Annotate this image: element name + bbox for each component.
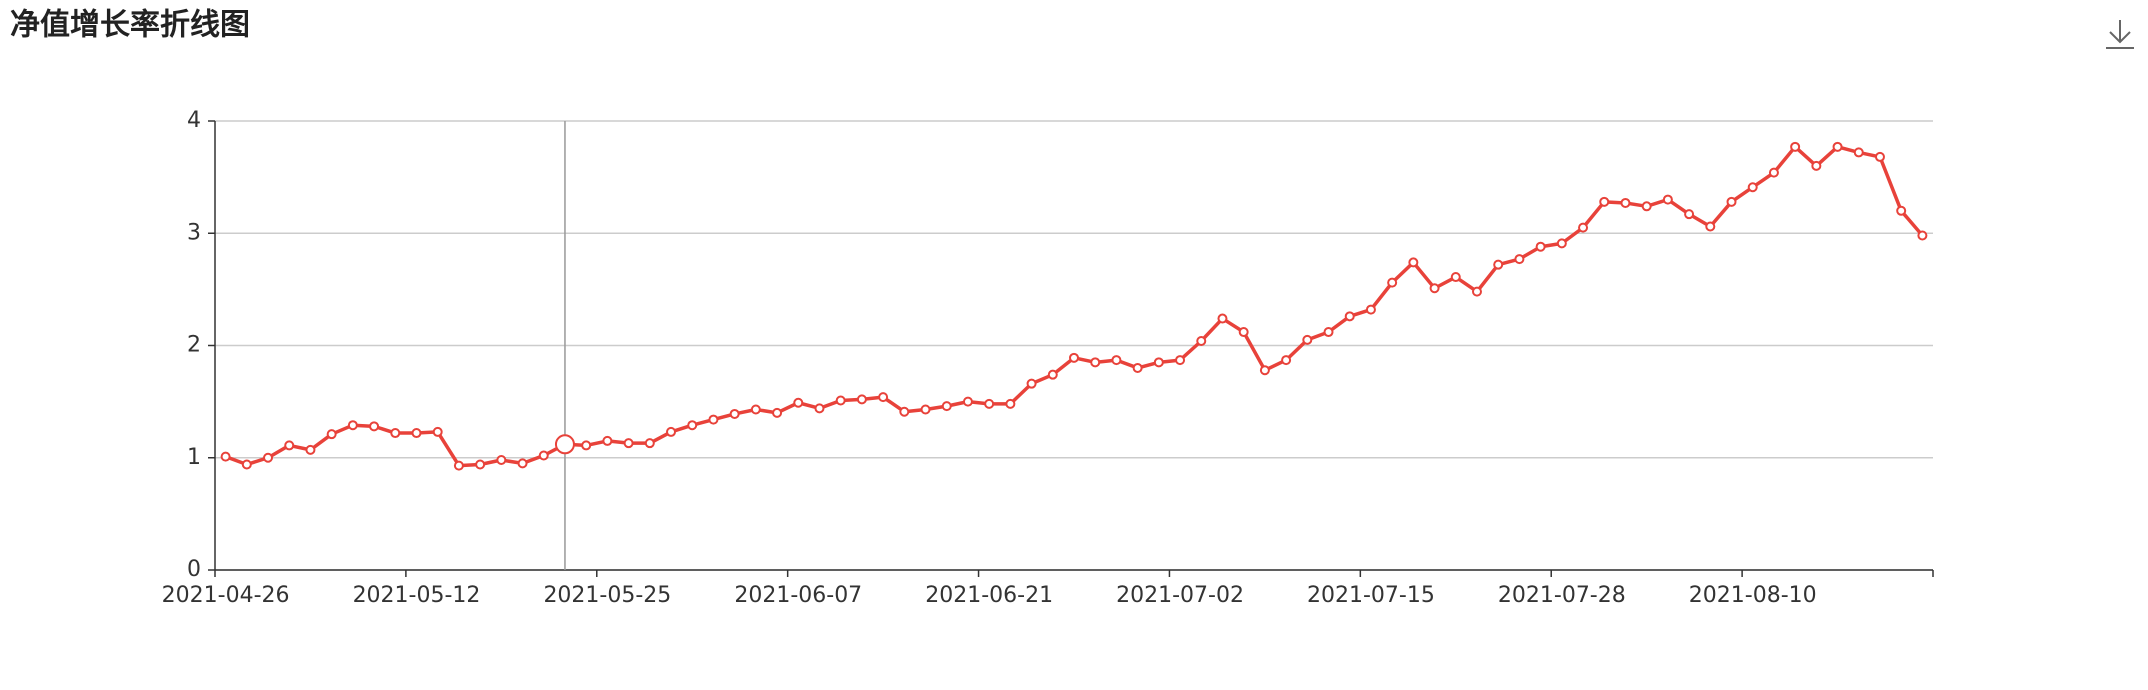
data-point [1323, 327, 1334, 338]
data-point [1768, 167, 1779, 178]
data-point [284, 440, 295, 451]
data-point [554, 434, 575, 455]
data-point [1896, 205, 1907, 216]
data-point [1832, 141, 1843, 152]
x-tick-label: 2021-08-10 [1689, 583, 1817, 608]
download-arrow[interactable] [2106, 20, 2134, 49]
data-point [666, 426, 677, 437]
data-point [687, 420, 698, 431]
data-point [899, 406, 910, 417]
x-tick-label: 2021-04-26 [162, 583, 290, 608]
y-tick-label: 2 [187, 333, 201, 358]
data-point [1450, 272, 1461, 283]
data-point [1132, 362, 1143, 373]
data-point [1259, 365, 1270, 376]
data-point [1917, 230, 1928, 241]
data-point [581, 440, 592, 451]
data-point [220, 451, 231, 462]
data-point [432, 426, 443, 437]
x-tick-label: 2021-07-02 [1116, 583, 1244, 608]
data-point [1726, 196, 1737, 207]
x-tick-label: 2021-07-15 [1307, 583, 1435, 608]
data-point [1090, 357, 1101, 368]
x-tick-label: 2021-07-28 [1498, 583, 1626, 608]
data-point [1471, 286, 1482, 297]
data-point [1302, 334, 1313, 345]
data-point [962, 396, 973, 407]
y-tick-label: 4 [187, 108, 201, 133]
data-point [1047, 369, 1058, 380]
data-point [708, 414, 719, 425]
data-point [602, 435, 613, 446]
data-point [517, 458, 528, 469]
data-point [411, 428, 422, 439]
data-point [1874, 151, 1885, 162]
x-tick-label: 2021-05-25 [543, 583, 671, 608]
data-point [496, 454, 507, 465]
data-point [984, 398, 995, 409]
x-tick-label: 2021-06-21 [925, 583, 1053, 608]
data-point [241, 459, 252, 470]
data-point [1662, 194, 1673, 205]
data-point [1217, 313, 1228, 324]
data-point [941, 401, 952, 412]
data-point [1493, 259, 1504, 270]
data-point [1641, 201, 1652, 212]
data-point [1365, 304, 1376, 315]
y-tick-label: 3 [187, 220, 201, 245]
data-point [1069, 352, 1079, 363]
data-point [1111, 355, 1122, 366]
data-point [772, 407, 783, 418]
data-point [1153, 357, 1164, 368]
data-point [1620, 197, 1631, 208]
data-point [326, 429, 337, 440]
y-tick-label: 0 [187, 557, 201, 582]
data-point [1811, 160, 1822, 171]
data-point [623, 438, 634, 449]
data-point [644, 438, 655, 449]
data-point [793, 397, 804, 408]
data-point [390, 428, 401, 439]
data-point [347, 420, 358, 431]
data-point [369, 421, 380, 432]
data-point [1175, 355, 1186, 366]
data-point [1747, 182, 1758, 193]
data-point [453, 460, 464, 471]
data-point [475, 459, 486, 470]
data-point [835, 395, 846, 406]
data-point [1790, 141, 1801, 152]
data-point [920, 404, 931, 415]
data-point [1408, 257, 1419, 268]
download-icon[interactable] [2106, 20, 2134, 49]
data-point [878, 392, 889, 403]
data-point [1556, 238, 1567, 249]
data-point [1281, 355, 1292, 366]
data-point [814, 403, 825, 414]
chart-title: 净值增长率折线图 [10, 8, 250, 43]
data-point [750, 404, 761, 415]
data-point [1429, 283, 1440, 294]
data-point [1238, 327, 1249, 338]
data-point [538, 450, 549, 461]
data-point [1853, 147, 1864, 158]
data-point [1599, 196, 1610, 207]
data-point [1514, 254, 1525, 265]
data-point [1026, 378, 1037, 389]
data-point [305, 444, 316, 455]
data-point [1344, 311, 1355, 322]
data-point [1196, 336, 1207, 347]
data-point [1684, 209, 1695, 220]
data-point [1705, 221, 1716, 232]
x-tick-label: 2021-05-12 [353, 583, 481, 608]
data-point [263, 452, 274, 463]
x-tick-label: 2021-06-07 [734, 583, 862, 608]
data-point [729, 408, 740, 419]
data-point [1005, 398, 1016, 409]
data-point [1387, 277, 1398, 288]
data-point [1578, 222, 1589, 233]
data-point [856, 394, 867, 405]
y-tick-label: 1 [187, 445, 201, 470]
data-point [1535, 241, 1546, 252]
